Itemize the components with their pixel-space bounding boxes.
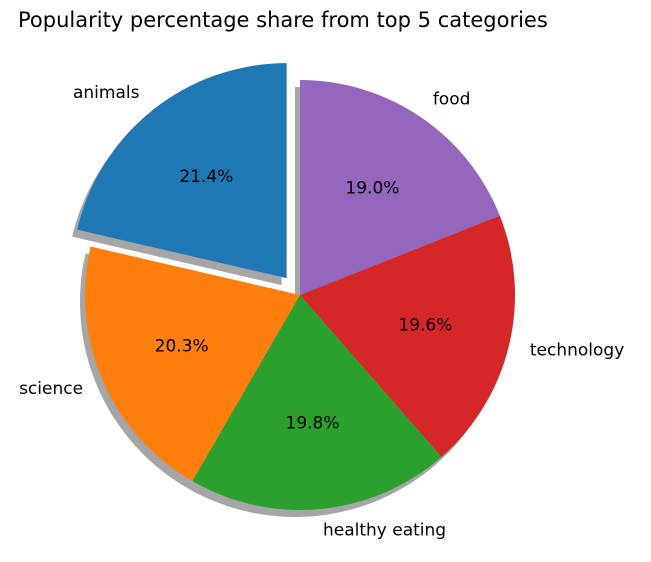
- slice-label-healthy-eating: healthy eating: [323, 520, 446, 540]
- slice-technology: [300, 215, 515, 457]
- pie-slices: [77, 63, 515, 510]
- slice-animals: [77, 63, 287, 279]
- chart-title: Popularity percentage share from top 5 c…: [18, 8, 548, 32]
- pct-label-animals: 21.4%: [179, 167, 233, 187]
- slice-label-science: science: [19, 379, 83, 399]
- pct-label-science: 20.3%: [155, 336, 209, 356]
- slice-science: [85, 246, 301, 482]
- slice-label-technology: technology: [530, 341, 624, 361]
- pct-label-food: 19.0%: [345, 178, 399, 198]
- pct-label-technology: 19.6%: [398, 315, 452, 335]
- pie-labels: animals 21.4% science 20.3% healthy eating 19…: [19, 83, 624, 540]
- slice-label-food: food: [433, 89, 471, 109]
- slice-healthy-eating: [192, 295, 442, 510]
- slice-food: [300, 80, 500, 295]
- pct-label-healthy-eating: 19.8%: [286, 413, 340, 433]
- slice-label-animals: animals: [73, 83, 140, 103]
